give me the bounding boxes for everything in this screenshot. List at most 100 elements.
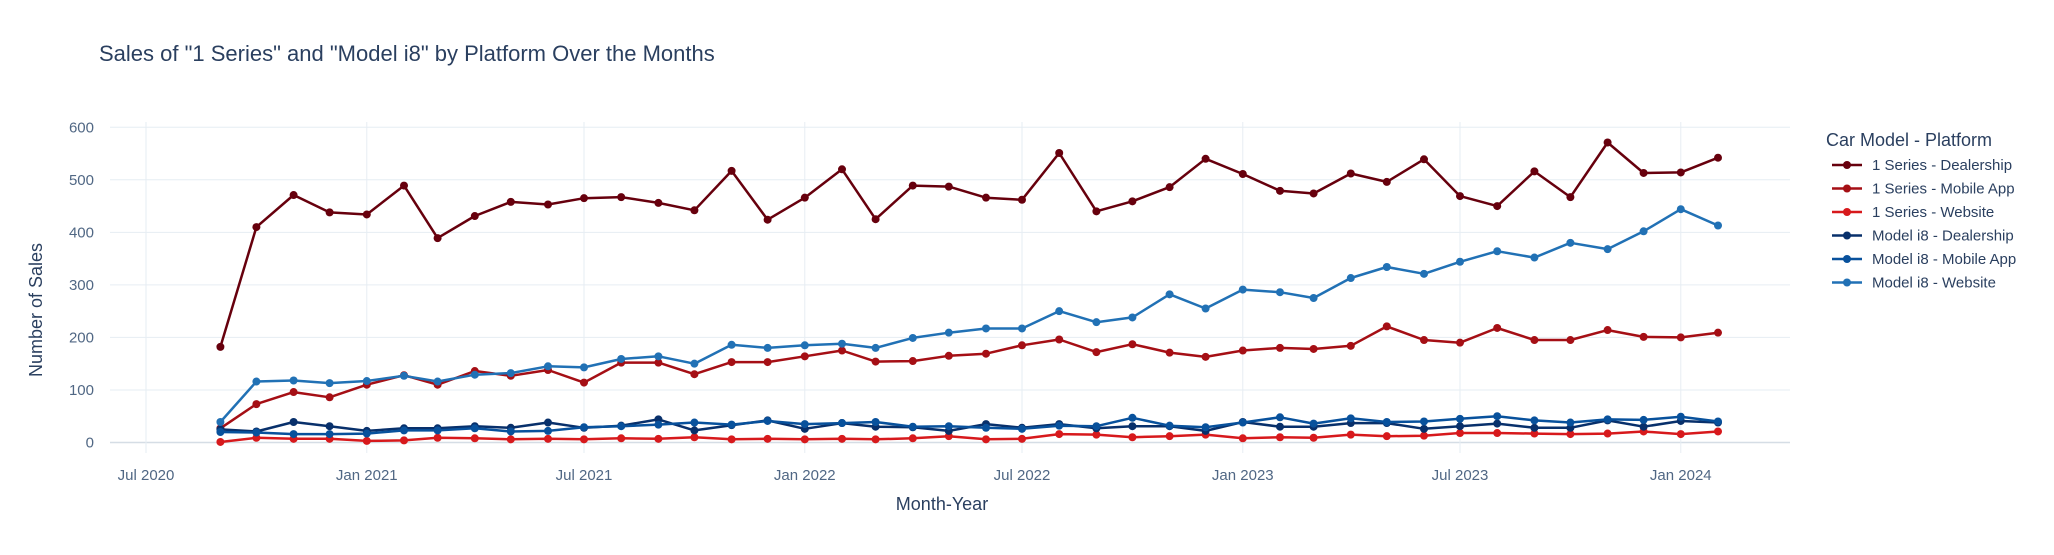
data-point: [1238, 346, 1247, 355]
series-line: [219, 325, 1719, 430]
y-tick-label: 600: [69, 119, 94, 136]
data-point: [1603, 415, 1612, 424]
x-tick-label: Jul 2021: [556, 467, 613, 484]
data-point: [1639, 415, 1648, 424]
legend-marker: [1843, 208, 1851, 216]
data-point: [654, 434, 663, 443]
data-point: [1456, 429, 1464, 438]
data-point: [1276, 288, 1284, 297]
data-point: [727, 340, 736, 349]
legend-item[interactable]: 1 Series - Website: [1832, 204, 1994, 221]
data-point: [1530, 416, 1539, 425]
data-point: [1566, 430, 1575, 439]
data-point: [654, 420, 663, 429]
legend-item[interactable]: 1 Series - Mobile App: [1832, 181, 2015, 198]
data-point: [871, 418, 880, 427]
x-tick-label: Jul 2020: [118, 467, 175, 484]
data-point: [1018, 195, 1026, 204]
legend-title: Car Model - Platform: [1826, 130, 1992, 150]
data-point: [763, 434, 772, 443]
series-line: [219, 141, 1719, 348]
legend-item[interactable]: 1 Series - Dealership: [1832, 157, 2012, 174]
data-point: [908, 333, 917, 342]
data-point: [1420, 336, 1428, 345]
data-point: [1493, 247, 1502, 256]
data-point: [252, 428, 261, 437]
data-point: [433, 433, 442, 442]
data-point: [690, 426, 699, 435]
data-point: [800, 341, 809, 350]
data-point: [400, 371, 408, 380]
x-tick-label: Jan 2022: [774, 467, 836, 484]
x-axis-title: Month-Year: [896, 494, 988, 514]
y-tick-label: 100: [69, 382, 94, 399]
series-line: [220, 414, 1719, 436]
data-point: [1382, 432, 1391, 441]
data-point: [727, 358, 736, 367]
data-point: [1238, 285, 1247, 294]
y-tick-label: 500: [69, 172, 94, 189]
data-point: [1639, 168, 1648, 177]
data-point: [1530, 423, 1539, 432]
legend-label: Model i8 - Mobile App: [1872, 251, 2016, 268]
legend-label: 1 Series - Website: [1872, 204, 1994, 221]
legend-item[interactable]: Model i8 - Website: [1832, 275, 1996, 292]
x-tick-label: Jan 2021: [336, 467, 398, 484]
series-lines: [216, 138, 1722, 446]
data-point: [289, 418, 298, 427]
data-point: [1238, 170, 1247, 179]
data-point: [1018, 341, 1026, 350]
series-line: [220, 430, 1719, 444]
data-point: [1276, 433, 1284, 442]
data-point: [1309, 344, 1318, 353]
series-model-i8-website: [216, 205, 1722, 427]
data-point: [1165, 432, 1174, 441]
data-point: [800, 352, 809, 361]
data-point: [400, 426, 408, 435]
data-point: [838, 434, 846, 443]
data-point: [325, 393, 334, 402]
data-point: [325, 208, 334, 217]
data-point: [1055, 307, 1064, 316]
data-point: [1676, 412, 1685, 421]
data-point: [1639, 332, 1648, 341]
data-point: [838, 339, 846, 348]
legend-marker: [1843, 231, 1851, 240]
data-point: [690, 359, 699, 368]
data-point: [1092, 422, 1101, 431]
legend[interactable]: 1 Series - Dealership 1 Series - Mobile A…: [1832, 157, 2016, 292]
data-point: [433, 426, 442, 435]
data-point: [617, 354, 626, 363]
data-point: [871, 343, 880, 352]
data-point: [727, 166, 736, 175]
data-point: [1530, 429, 1539, 438]
data-point: [1530, 336, 1539, 345]
y-axis-ticks: 0 100 200 300 400 500 600: [69, 119, 94, 451]
data-point: [1165, 348, 1174, 357]
data-point: [544, 362, 552, 371]
data-point: [1714, 328, 1722, 337]
data-point: [1456, 338, 1464, 347]
x-tick-label: Jul 2022: [994, 467, 1051, 484]
data-point: [1276, 413, 1284, 422]
data-point: [1676, 430, 1685, 439]
data-point: [289, 376, 298, 385]
x-tick-label: Jan 2024: [1650, 467, 1712, 484]
legend-item[interactable]: Model i8 - Mobile App: [1832, 251, 2016, 268]
data-point: [654, 358, 663, 367]
data-point: [1639, 422, 1648, 431]
data-point: [1201, 352, 1210, 361]
data-point: [470, 212, 479, 221]
data-point: [580, 194, 588, 203]
data-point: [1165, 290, 1174, 299]
data-point: [1566, 418, 1575, 427]
data-point: [1714, 427, 1722, 436]
data-point: [506, 427, 515, 436]
data-point: [1092, 318, 1101, 327]
data-point: [982, 423, 990, 432]
data-point: [908, 422, 917, 431]
data-point: [325, 379, 334, 388]
data-point: [1201, 423, 1210, 432]
data-point: [1165, 421, 1174, 430]
legend-item[interactable]: Model i8 - Dealership: [1832, 228, 2014, 245]
